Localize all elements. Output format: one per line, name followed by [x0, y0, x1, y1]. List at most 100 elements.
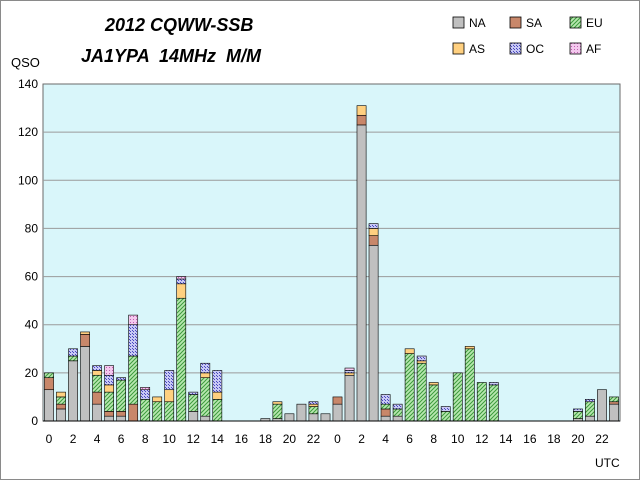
bar-segment-oc	[116, 377, 127, 381]
bar-segment-as	[464, 346, 475, 350]
x-tick-label: 14	[499, 432, 513, 446]
bar-segment-eu	[573, 411, 583, 419]
bar-segment-eu	[92, 374, 102, 393]
bar-segment-eu	[188, 394, 199, 412]
x-tick-label: 6	[118, 432, 125, 446]
bar-segment-sa	[356, 114, 367, 126]
bar-segment-na	[284, 413, 295, 422]
x-tick-label: 12	[475, 432, 489, 446]
bar-segment-eu	[140, 399, 151, 422]
bar-segment-as	[404, 348, 415, 354]
bar-segment-sa	[56, 403, 66, 410]
bar-segment-na	[392, 415, 403, 422]
bar-segment-oc	[573, 408, 583, 412]
bar-segment-oc	[308, 401, 319, 405]
x-tick-label: 8	[430, 432, 437, 446]
bar-segment-eu	[464, 348, 475, 422]
bar-segment-na	[380, 415, 391, 422]
bar-segment-as	[200, 372, 211, 378]
bar-segment-sa	[128, 403, 139, 422]
bar-segment-eu	[272, 403, 283, 419]
bar-segment-eu	[212, 399, 223, 422]
bar-segment-sa	[44, 377, 54, 391]
bar-segment-af	[176, 276, 187, 280]
bar-segment-eu	[380, 403, 391, 410]
bar-segment-oc	[380, 394, 391, 405]
bar-segment-oc	[368, 223, 379, 229]
bar-segment-oc	[68, 348, 78, 357]
x-tick-label: 22	[595, 432, 609, 446]
legend-label-sa: SA	[526, 16, 542, 30]
x-tick-label: 10	[163, 432, 177, 446]
x-tick-label: 2	[358, 432, 365, 446]
legend-swatch-eu	[569, 16, 582, 29]
bar-segment-na	[104, 415, 114, 422]
bar-segment-eu	[476, 382, 487, 422]
legend-swatch-as	[452, 42, 465, 55]
bar-segment-oc	[104, 374, 114, 386]
bar-segment-na	[44, 389, 54, 422]
grid	[43, 131, 620, 374]
bar-segment-sa	[609, 401, 619, 405]
legend-swatch-af	[569, 42, 582, 55]
legend-label-oc: OC	[526, 42, 544, 56]
y-tick-label: 80	[25, 221, 39, 235]
x-tick-label: 20	[283, 432, 297, 446]
bar-segment-as	[356, 105, 367, 116]
bar-segment-sa	[104, 411, 114, 417]
bar-segment-sa	[116, 411, 127, 417]
bar-segment-sa	[92, 391, 102, 405]
bar-segment-na	[320, 413, 331, 422]
y-tick-label: 20	[25, 366, 39, 380]
bar-segment-na	[200, 415, 211, 422]
bar-segment-eu	[416, 362, 427, 422]
bar-segment-eu	[452, 372, 463, 422]
legend-label-af: AF	[586, 42, 601, 56]
bar-segment-as	[92, 370, 102, 376]
bar-segment-as	[272, 401, 283, 405]
bar-segment-eu	[164, 401, 175, 422]
bar-segment-na	[56, 408, 66, 422]
y-tick-label: 140	[18, 77, 38, 91]
bar-segment-eu	[488, 384, 499, 422]
bar-segment-oc	[212, 370, 223, 393]
bar-segment-eu	[176, 297, 187, 422]
bar-segment-as	[176, 283, 187, 299]
bar-segment-oc	[176, 278, 187, 285]
bar-segment-oc	[164, 370, 175, 391]
bar-segment-na	[597, 389, 607, 422]
bar-segment-na	[356, 124, 367, 422]
legend-label-eu: EU	[586, 16, 603, 30]
bar-segment-eu	[392, 408, 403, 417]
bar-segment-na	[92, 403, 102, 422]
bar-segment-na	[188, 411, 199, 422]
bar-segment-as	[368, 228, 379, 236]
bar-segment-oc	[488, 382, 499, 386]
bar-segment-eu	[200, 377, 211, 417]
bar-segment-as	[416, 360, 427, 364]
bar-segment-eu	[440, 411, 451, 422]
bar-segment-sa	[80, 334, 90, 347]
bar-segment-oc	[585, 399, 595, 403]
x-tick-label: 10	[451, 432, 465, 446]
bar-segment-oc	[188, 391, 199, 395]
y-tick-label: 100	[18, 173, 38, 187]
bar-segment-eu	[128, 355, 139, 405]
x-tick-label: 0	[334, 432, 341, 446]
bar-segment-oc	[200, 362, 211, 374]
legend-label-as: AS	[469, 42, 485, 56]
bar-segment-as	[212, 391, 223, 400]
bar-segment-na	[368, 244, 379, 422]
bar-segment-eu	[56, 396, 66, 405]
x-tick-label: 12	[187, 432, 201, 446]
bar-segment-oc	[140, 389, 151, 400]
x-tick-label: 6	[406, 432, 413, 446]
x-tick-label: 18	[547, 432, 561, 446]
bar-segment-oc	[128, 324, 139, 357]
bar-segment-na	[296, 403, 307, 422]
bar-segment-as	[152, 396, 163, 403]
legend-label-na: NA	[469, 16, 486, 30]
bar-segment-na	[609, 403, 619, 422]
